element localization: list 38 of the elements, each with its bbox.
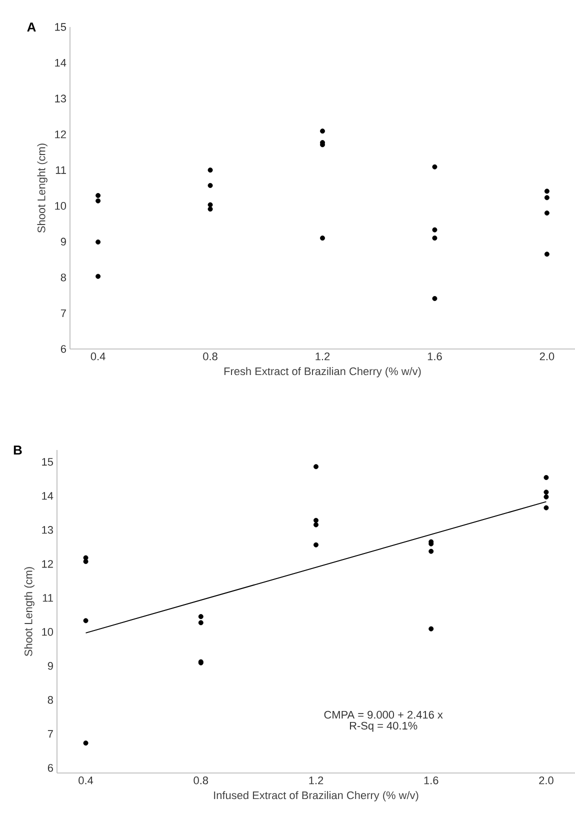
y-tick-label: 13 xyxy=(42,526,53,534)
x-tick-label: 1.6 xyxy=(428,352,442,360)
chart-title: A xyxy=(27,22,36,32)
x-tick-label: 2.0 xyxy=(539,776,554,784)
y-tick-label: 11 xyxy=(56,166,66,174)
y-tick-label: 9 xyxy=(60,238,66,246)
x-tick-label: 0.4 xyxy=(90,352,106,360)
y-tick-label: 14 xyxy=(42,492,54,500)
y-tick-label: 9 xyxy=(48,662,53,670)
y-axis-title: Shoot Lenght (cm) xyxy=(37,144,48,233)
x-axis-title: Fresh Extract of Brazilian Cherry (% w/v) xyxy=(224,367,421,378)
y-tick-label: 6 xyxy=(60,345,66,353)
x-axis-title: Infused Extract of Brazilian Cherry (% w/v) xyxy=(214,791,418,802)
y-tick-label: 15 xyxy=(55,23,66,31)
y-tick-label: 6 xyxy=(48,764,53,772)
y-tick-label: 7 xyxy=(48,730,53,738)
y-tick-label: 15 xyxy=(42,458,54,466)
x-tick-label: 1.6 xyxy=(424,776,438,784)
y-tick-label: 7 xyxy=(60,309,66,317)
y-tick-label: 8 xyxy=(48,696,53,704)
x-tick-label: 0.8 xyxy=(203,352,218,360)
x-tick-label: 0.4 xyxy=(78,776,94,784)
y-tick-label: 12 xyxy=(55,130,66,138)
x-tick-label: 2.0 xyxy=(540,352,554,360)
y-axis-title: Shoot Length (cm) xyxy=(24,567,34,656)
y-tick-label: 11 xyxy=(42,594,53,602)
y-tick-label: 13 xyxy=(55,94,66,102)
x-tick-label: 0.8 xyxy=(194,776,208,784)
annotation: CMPA = 9.000 + 2.416 x xyxy=(324,710,443,719)
chart-title: B xyxy=(14,446,22,455)
annotation: R-Sq = 40.1% xyxy=(350,722,418,732)
x-tick-label: 1.2 xyxy=(316,352,330,360)
y-tick-label: 14 xyxy=(55,59,66,67)
y-tick-label: 10 xyxy=(42,628,54,636)
y-tick-label: 8 xyxy=(60,274,66,282)
y-tick-label: 10 xyxy=(55,202,66,210)
y-tick-label: 12 xyxy=(42,560,53,568)
x-tick-label: 1.2 xyxy=(309,776,324,784)
